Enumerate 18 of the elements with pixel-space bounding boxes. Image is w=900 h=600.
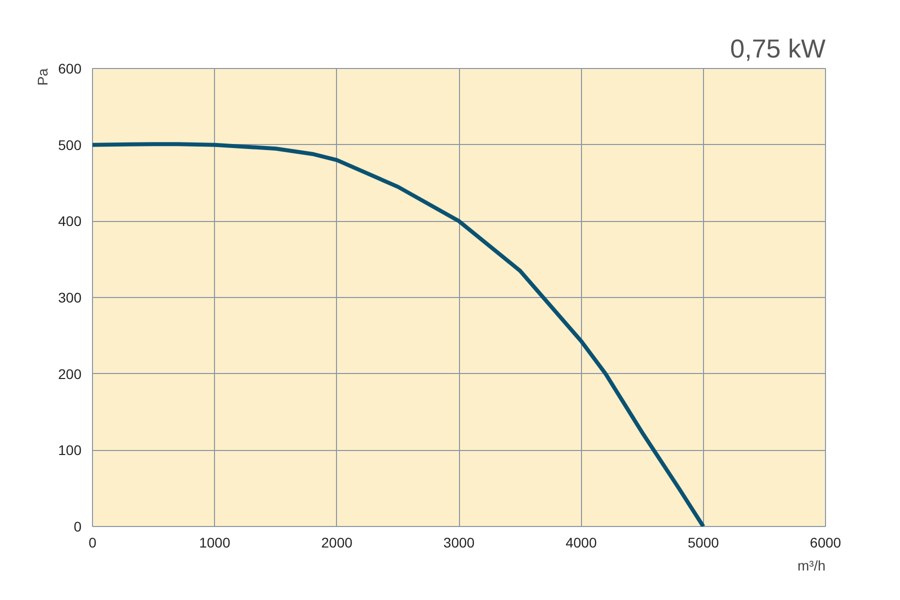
x-tick-label: 4000 <box>566 534 597 550</box>
x-tick-label: 2000 <box>321 534 353 550</box>
y-tick-label: 100 <box>58 442 82 458</box>
x-tick-label: 0 <box>88 534 97 550</box>
y-tick-label: 400 <box>58 213 82 230</box>
x-tick-label: 5000 <box>688 534 720 550</box>
x-tick-label: 6000 <box>810 534 842 550</box>
x-axis-title: m³/h <box>798 558 826 574</box>
y-tick-label: 500 <box>58 136 82 153</box>
chart-title: 0,75 kW <box>730 34 826 64</box>
y-tick-label: 0 <box>74 518 82 534</box>
y-axis-title: Pa <box>34 68 50 86</box>
line-series <box>92 142 706 526</box>
y-tick-label: 600 <box>58 60 82 76</box>
y-tick-label: 200 <box>58 366 82 382</box>
y-tick-label: 300 <box>58 290 82 306</box>
x-tick-label: 3000 <box>443 534 475 550</box>
x-tick-label: 1000 <box>199 534 230 550</box>
